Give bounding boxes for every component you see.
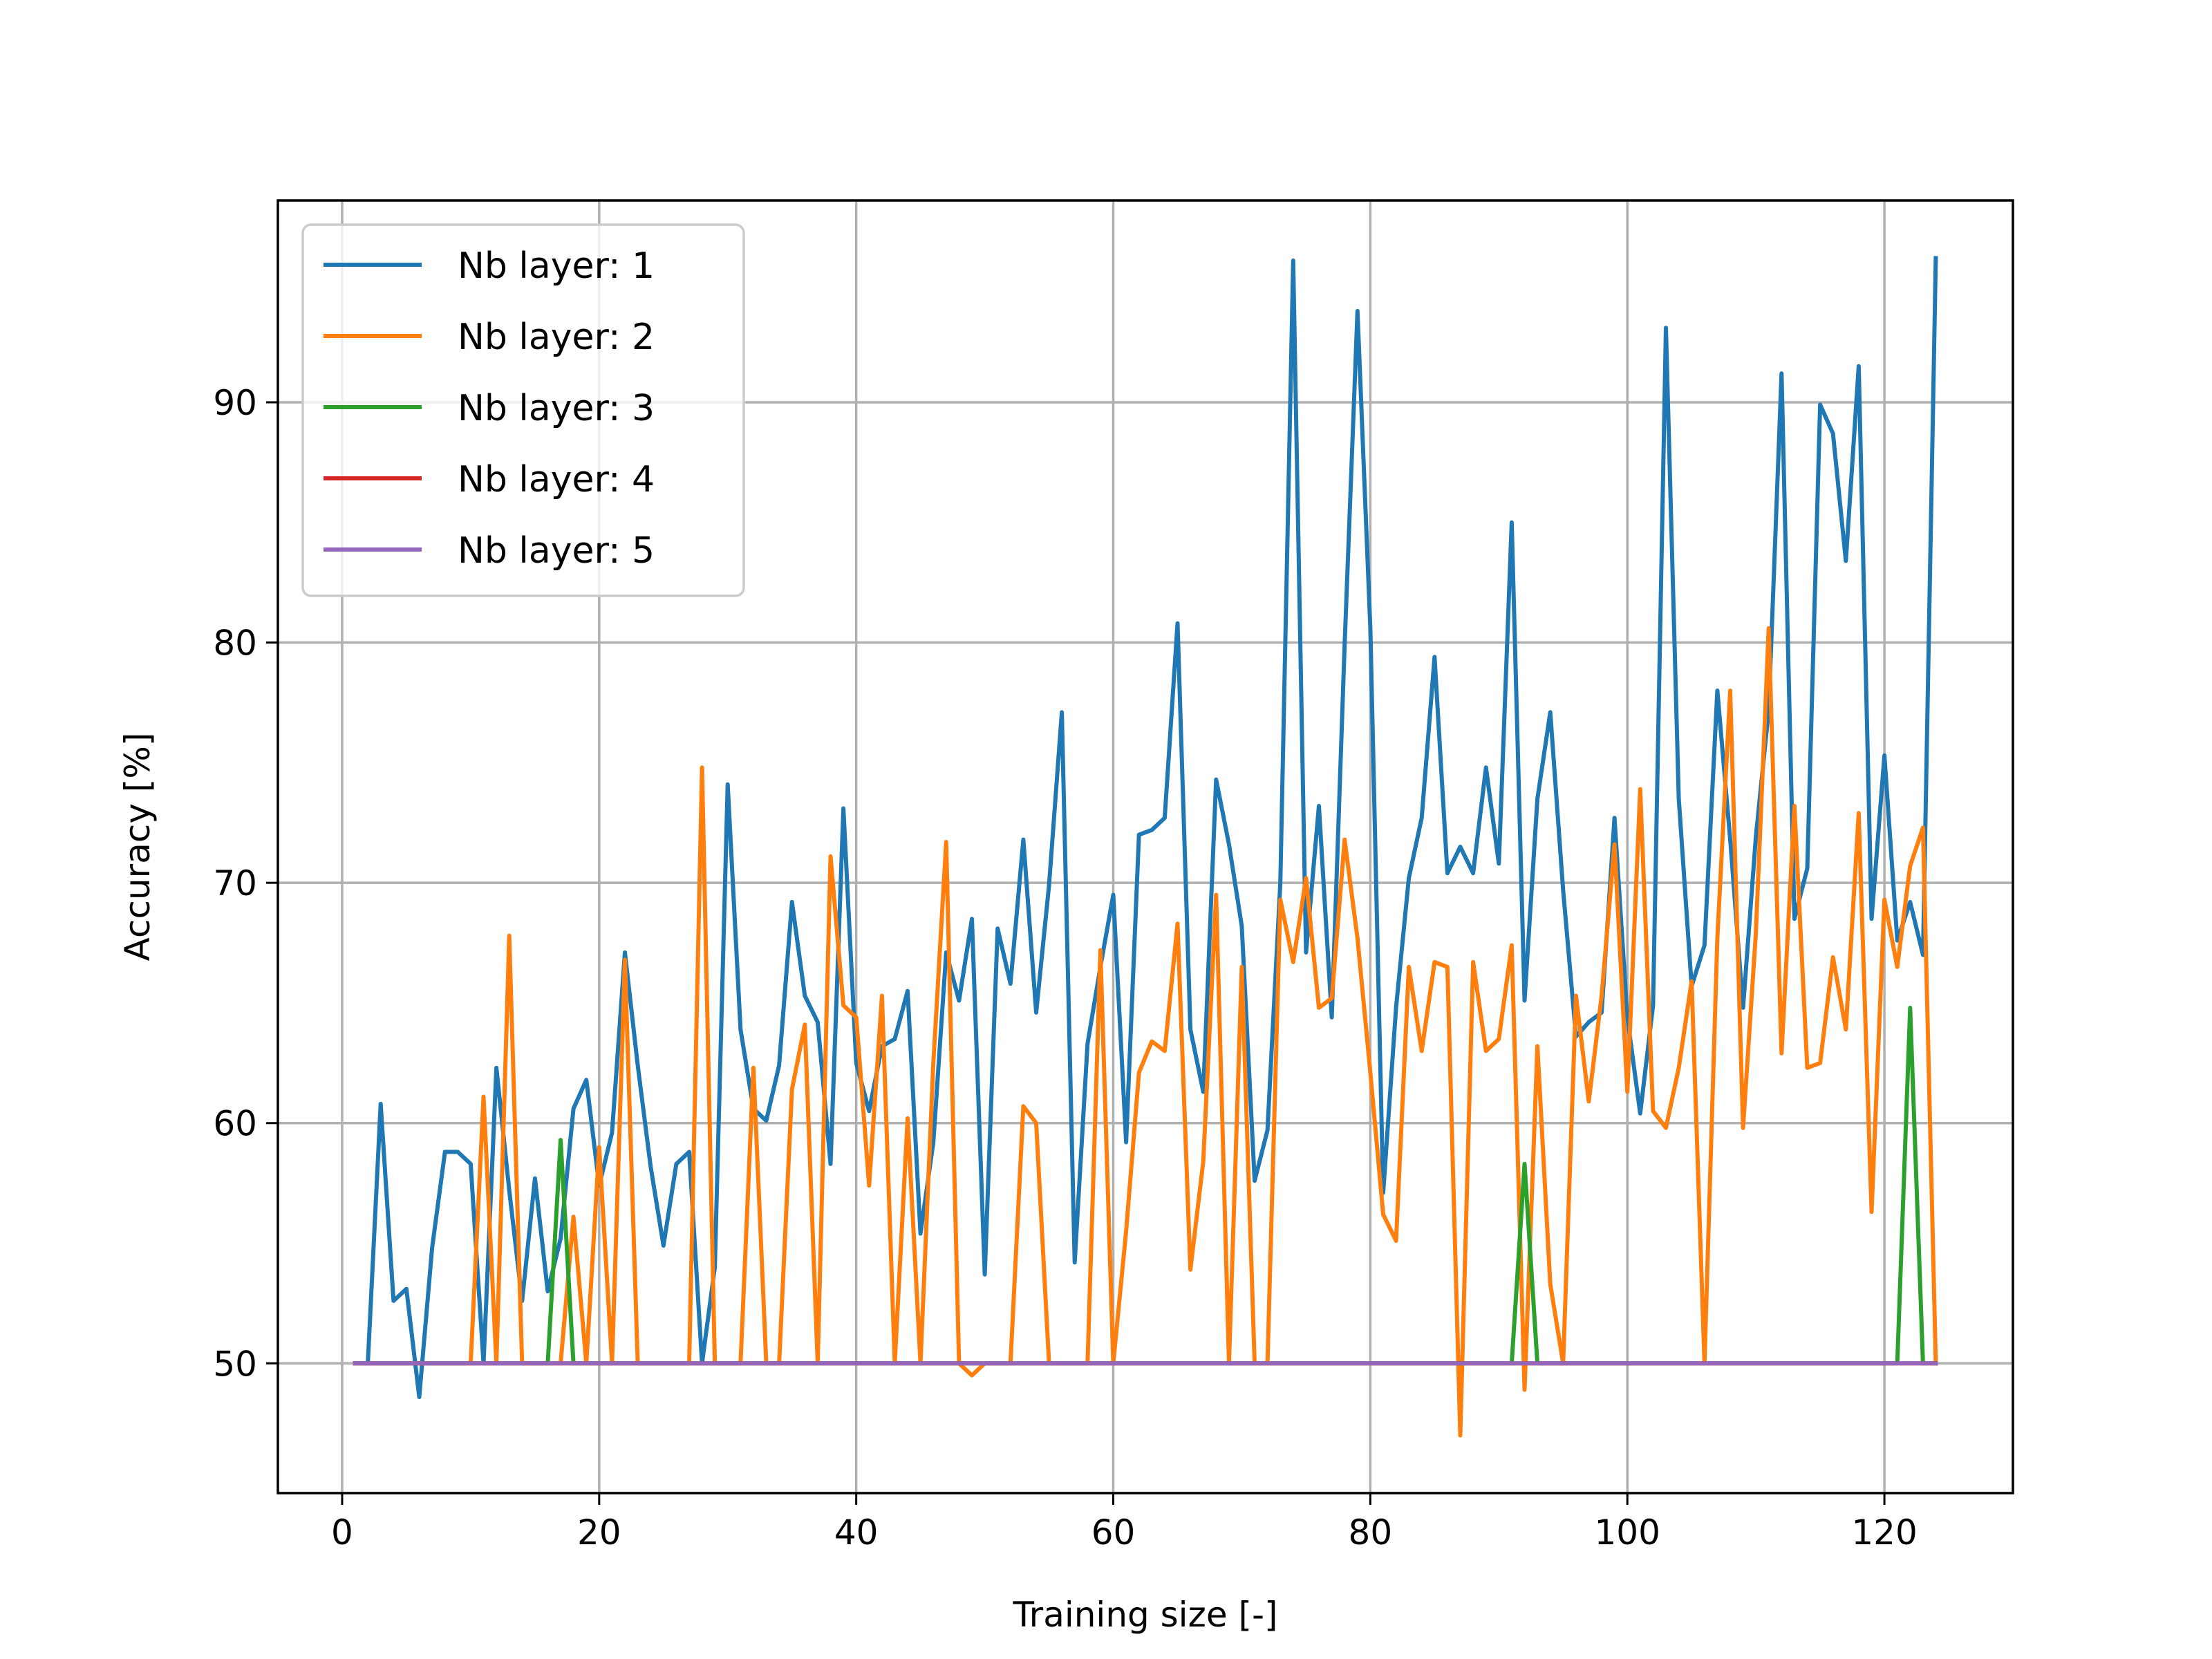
x-axis-title: Training size [-]	[1012, 1595, 1277, 1635]
legend-label-nb-layer-3: Nb layer: 3	[458, 388, 655, 429]
x-tick-label: 120	[1851, 1512, 1917, 1553]
x-tick-label: 60	[1091, 1512, 1136, 1553]
series-line-nb-layer-1	[353, 256, 1938, 1399]
x-tick-label: 80	[1349, 1512, 1393, 1553]
legend-box	[301, 223, 745, 597]
y-axis-title: Accuracy [%]	[118, 733, 158, 962]
plot-frame	[276, 199, 2014, 1494]
x-tick-label: 20	[577, 1512, 621, 1553]
y-tick-label: 70	[213, 863, 257, 903]
legend-label-nb-layer-5: Nb layer: 5	[458, 530, 655, 572]
y-tick-label: 90	[213, 383, 257, 423]
series-line-nb-layer-2	[353, 626, 1938, 1438]
legend: Nb layer: 1 Nb layer: 2 Nb layer: 3 Nb laye…	[301, 223, 745, 597]
legend-label-nb-layer-4: Nb layer: 4	[458, 459, 655, 500]
legend-label-nb-layer-2: Nb layer: 2	[458, 317, 655, 358]
y-tick-label: 50	[213, 1344, 257, 1384]
y-tick-label: 80	[213, 624, 257, 664]
axis-ticks: 0 20 40 60 80 100 120 50 60 70 80 90	[213, 383, 1917, 1553]
series-lines	[353, 256, 1938, 1438]
x-tick-label: 100	[1595, 1512, 1660, 1553]
y-tick-label: 60	[213, 1104, 257, 1144]
x-tick-label: 0	[331, 1512, 353, 1553]
x-tick-label: 40	[834, 1512, 879, 1553]
legend-label-nb-layer-1: Nb layer: 1	[458, 245, 655, 287]
